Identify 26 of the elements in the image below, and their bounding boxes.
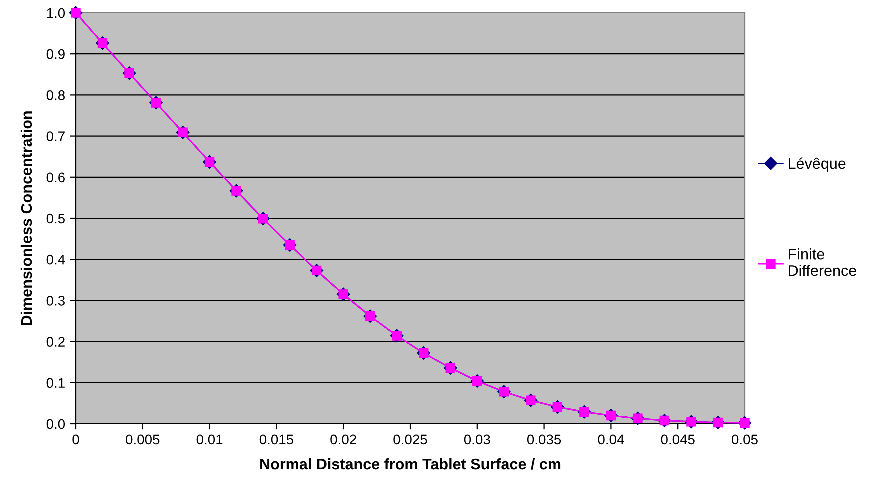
y-tick-label: 0.8 [46, 90, 65, 100]
x-tick-label: 0.025 [394, 434, 428, 445]
y-tick-label: 0.0 [46, 419, 66, 430]
x-tick-label: 0.02 [330, 434, 356, 445]
y-tick-label: 0.5 [46, 214, 66, 224]
x-tick-label: 0.015 [260, 434, 294, 445]
x-tick-label: 0.045 [661, 434, 695, 445]
y-axis-title: Dimensionless Concentration [20, 112, 32, 326]
y-tick-label: 0.9 [46, 49, 65, 60]
legend-label: Finite Difference [789, 248, 856, 276]
y-tick-label: 0.3 [46, 296, 65, 306]
y-tick-label: 0.2 [46, 337, 65, 347]
legend-label: Lévêque [789, 158, 846, 172]
x-tick-label: 0.05 [732, 434, 758, 445]
x-tick-label: 0.03 [464, 434, 490, 445]
y-tick-label: 1.0 [47, 8, 66, 18]
x-tick-label: 0.01 [196, 434, 223, 445]
x-tick-label: 0.005 [126, 434, 160, 445]
y-tick-label: 0.7 [46, 132, 65, 142]
y-tick-label: 0.4 [46, 254, 66, 265]
y-tick-label: 0.1 [46, 378, 65, 388]
x-axis-title: Normal Distance from Tablet Surface / cm [260, 458, 561, 470]
x-tick-label: 0 [72, 434, 80, 445]
x-tick-label: 0.035 [527, 434, 562, 445]
y-tick-label: 0.6 [46, 172, 65, 183]
x-tick-label: 0.04 [598, 434, 624, 445]
